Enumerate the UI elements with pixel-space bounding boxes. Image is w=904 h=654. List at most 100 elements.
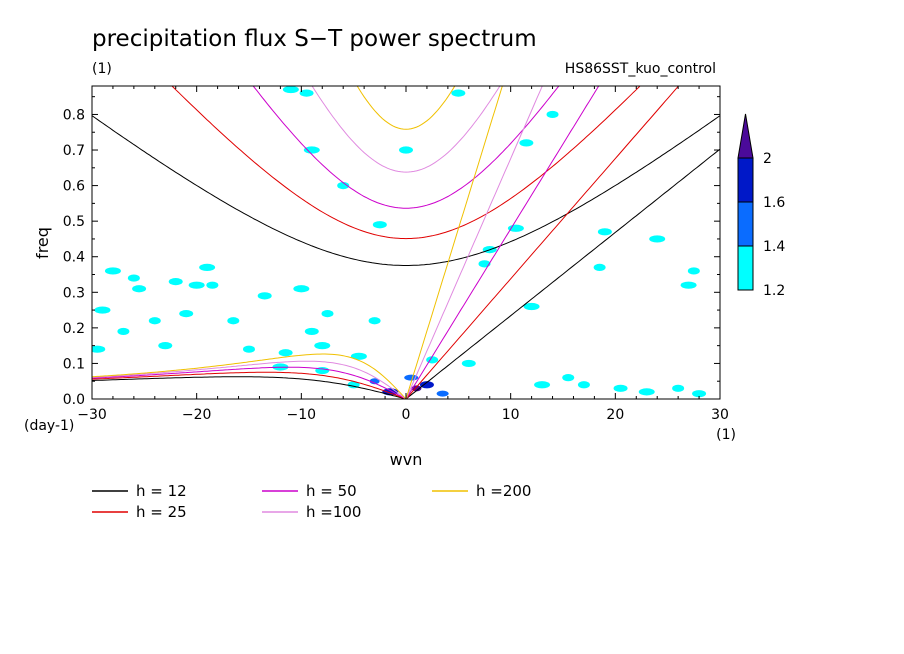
x-tick-label: −20 [182, 407, 212, 423]
x-axis-unit: (1) [716, 427, 736, 443]
contour-patch [687, 267, 700, 275]
contour-patch [546, 110, 559, 119]
contour-patch [680, 281, 697, 289]
kelvin-wave-curve [405, 86, 600, 399]
contour-patch [168, 278, 183, 286]
gravity-wave-curve [252, 86, 560, 209]
y-tick-label: 0.8 [63, 107, 85, 123]
x-tick-label: −10 [287, 407, 317, 423]
contour-patch [672, 384, 685, 392]
legend-label: h = 25 [136, 503, 187, 521]
contour-patch [638, 388, 655, 396]
contour-patch [299, 89, 314, 97]
contour-patch [321, 310, 334, 318]
contour-patch [257, 292, 272, 300]
y-tick-label: 0.3 [63, 285, 85, 301]
legend-label: h = 12 [136, 482, 187, 500]
kelvin-wave-curve [405, 86, 503, 399]
legend-label: h =100 [306, 503, 361, 521]
colorbar-label: 1.4 [763, 239, 785, 255]
chart-subtitle-right: HS86SST_kuo_control [565, 61, 716, 77]
legend: h = 12 h = 25 h = 50 h =100 h =200 [92, 482, 531, 521]
x-tick-label: 30 [711, 407, 729, 423]
legend-label: h =200 [476, 482, 531, 500]
contour-patch [372, 221, 387, 229]
gravity-wave-curve [92, 115, 720, 266]
rossby-wave-curve [92, 366, 407, 399]
colorbar-label: 2 [763, 151, 772, 167]
contour-patch [593, 263, 606, 271]
contour-patch [304, 327, 319, 336]
contour-patch [243, 345, 255, 353]
contour-patch [519, 139, 534, 147]
contour-patch [399, 146, 413, 154]
gravity-wave-curve [171, 86, 641, 240]
contour-patch [337, 181, 350, 190]
contour-patch [534, 381, 551, 389]
contour-patch [350, 352, 367, 360]
contour-patch [117, 327, 130, 336]
kelvin-wave-curve [405, 86, 680, 399]
contour-patch [613, 384, 628, 392]
x-tick-label: 20 [606, 407, 624, 423]
colorbar-label: 1.6 [763, 195, 785, 211]
legend-label: h = 50 [306, 482, 357, 500]
y-tick-label: 0.0 [63, 392, 85, 408]
contour-patch [461, 359, 476, 368]
contour-patch [436, 390, 449, 397]
colorbar-box [737, 245, 754, 291]
kelvin-wave-curve [405, 86, 543, 399]
x-axis-label: wvn [390, 450, 423, 469]
gravity-wave-curve [356, 86, 456, 130]
contour-patch [597, 228, 612, 236]
contour-patch [127, 274, 140, 282]
contour-patch [314, 342, 331, 350]
contour-patch [577, 381, 590, 389]
contour-patch [94, 306, 111, 314]
colorbar-label: 1.2 [763, 283, 785, 299]
contour-patch [507, 224, 524, 232]
gravity-wave-curve [311, 86, 501, 173]
x-tick-label: 0 [402, 407, 411, 423]
rossby-wave-curve [92, 376, 407, 399]
y-tick-label: 0.1 [63, 356, 85, 372]
y-axis-label: freq [33, 227, 52, 259]
y-tick-label: 0.2 [63, 321, 85, 337]
contour-patch [368, 317, 381, 325]
x-tick-label: −30 [77, 407, 107, 423]
y-axis-unit: (day-1) [24, 418, 74, 434]
contour-fill-layer [92, 86, 707, 398]
contour-patch [451, 89, 466, 97]
colorbar-box [737, 201, 754, 247]
contour-patch [158, 342, 173, 350]
contour-patch [227, 317, 240, 325]
rossby-wave-curve [92, 360, 407, 399]
y-tick-label: 0.6 [63, 179, 85, 195]
contour-patch [649, 235, 666, 243]
contour-patch [148, 317, 161, 325]
contour-patch [278, 349, 293, 357]
chart-title: precipitation flux S−T power spectrum [92, 26, 537, 52]
chart-subtitle-left: (1) [92, 61, 112, 77]
contour-patch [293, 285, 310, 293]
rossby-wave-curve [92, 353, 407, 399]
contour-patch [562, 374, 575, 382]
contour-patch [104, 267, 121, 275]
x-tick-label: 10 [502, 407, 520, 423]
contour-patch [282, 86, 299, 94]
colorbar-extend-arrow [737, 113, 754, 159]
y-tick-label: 0.4 [63, 250, 85, 266]
contour-patch [92, 345, 106, 353]
colorbar: 1.2 1.4 1.6 2 [737, 113, 785, 299]
contour-patch [132, 285, 147, 293]
contour-patch [369, 378, 380, 385]
dispersion-curve-layer [92, 86, 720, 399]
contour-patch [419, 381, 434, 389]
contour-patch [179, 310, 194, 318]
kelvin-wave-curve [405, 148, 720, 399]
rossby-wave-curve [92, 371, 407, 399]
y-tick-label: 0.5 [63, 214, 85, 230]
contour-patch [523, 302, 540, 311]
plot-frame [91, 85, 721, 400]
